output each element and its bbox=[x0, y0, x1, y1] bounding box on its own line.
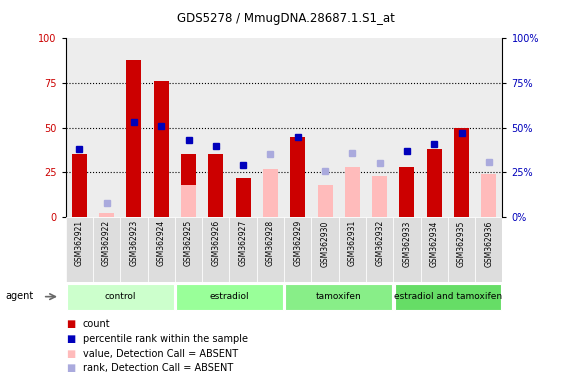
Text: ■: ■ bbox=[66, 363, 75, 373]
Bar bbox=[393, 38, 421, 217]
Bar bbox=[317, 185, 332, 217]
Text: value, Detection Call = ABSENT: value, Detection Call = ABSENT bbox=[83, 349, 238, 359]
FancyBboxPatch shape bbox=[120, 217, 147, 282]
Bar bbox=[120, 38, 147, 217]
Bar bbox=[72, 154, 87, 217]
Bar bbox=[154, 81, 168, 217]
FancyBboxPatch shape bbox=[93, 217, 120, 282]
Text: GSM362921: GSM362921 bbox=[75, 220, 84, 266]
FancyBboxPatch shape bbox=[448, 217, 475, 282]
Text: ■: ■ bbox=[66, 319, 75, 329]
Bar bbox=[99, 214, 114, 217]
FancyBboxPatch shape bbox=[176, 284, 283, 310]
Text: count: count bbox=[83, 319, 110, 329]
Text: estradiol: estradiol bbox=[210, 292, 250, 301]
Bar bbox=[311, 38, 339, 217]
Bar bbox=[208, 154, 223, 217]
Bar bbox=[345, 167, 360, 217]
Text: GSM362922: GSM362922 bbox=[102, 220, 111, 266]
Text: estradiol and tamoxifen: estradiol and tamoxifen bbox=[394, 292, 502, 301]
Bar bbox=[421, 38, 448, 217]
FancyBboxPatch shape bbox=[421, 217, 448, 282]
FancyBboxPatch shape bbox=[311, 217, 339, 282]
Text: GSM362935: GSM362935 bbox=[457, 220, 466, 266]
FancyBboxPatch shape bbox=[67, 284, 174, 310]
Text: GSM362924: GSM362924 bbox=[156, 220, 166, 266]
Text: ■: ■ bbox=[66, 334, 75, 344]
FancyBboxPatch shape bbox=[230, 217, 257, 282]
Text: tamoxifen: tamoxifen bbox=[316, 292, 361, 301]
Text: GSM362929: GSM362929 bbox=[293, 220, 302, 266]
Bar bbox=[372, 176, 387, 217]
Text: GSM362923: GSM362923 bbox=[130, 220, 138, 266]
FancyBboxPatch shape bbox=[395, 284, 501, 310]
Text: rank, Detection Call = ABSENT: rank, Detection Call = ABSENT bbox=[83, 363, 233, 373]
FancyBboxPatch shape bbox=[202, 217, 230, 282]
Text: GSM362925: GSM362925 bbox=[184, 220, 193, 266]
Text: GSM362932: GSM362932 bbox=[375, 220, 384, 266]
FancyBboxPatch shape bbox=[339, 217, 366, 282]
Bar bbox=[236, 178, 251, 217]
Bar bbox=[230, 38, 257, 217]
FancyBboxPatch shape bbox=[147, 217, 175, 282]
Bar bbox=[475, 38, 502, 217]
Text: GSM362936: GSM362936 bbox=[484, 220, 493, 266]
Text: control: control bbox=[104, 292, 136, 301]
FancyBboxPatch shape bbox=[286, 284, 392, 310]
Bar bbox=[481, 174, 496, 217]
Bar bbox=[339, 38, 366, 217]
Text: GSM362927: GSM362927 bbox=[239, 220, 248, 266]
Text: ■: ■ bbox=[66, 349, 75, 359]
FancyBboxPatch shape bbox=[175, 217, 202, 282]
Bar bbox=[126, 60, 142, 217]
Bar bbox=[284, 38, 311, 217]
Text: agent: agent bbox=[6, 291, 34, 301]
FancyBboxPatch shape bbox=[66, 217, 93, 282]
FancyBboxPatch shape bbox=[284, 217, 311, 282]
Bar bbox=[290, 137, 305, 217]
Text: GSM362928: GSM362928 bbox=[266, 220, 275, 266]
FancyBboxPatch shape bbox=[393, 217, 421, 282]
Bar bbox=[454, 127, 469, 217]
Text: GSM362930: GSM362930 bbox=[320, 220, 329, 266]
Bar bbox=[263, 169, 278, 217]
Text: GSM362931: GSM362931 bbox=[348, 220, 357, 266]
FancyBboxPatch shape bbox=[257, 217, 284, 282]
Bar bbox=[147, 38, 175, 217]
Bar bbox=[427, 149, 442, 217]
FancyBboxPatch shape bbox=[366, 217, 393, 282]
Bar bbox=[400, 167, 415, 217]
Bar bbox=[366, 38, 393, 217]
Bar bbox=[181, 154, 196, 217]
Bar bbox=[93, 38, 120, 217]
Text: GSM362926: GSM362926 bbox=[211, 220, 220, 266]
FancyBboxPatch shape bbox=[475, 217, 502, 282]
Text: GSM362933: GSM362933 bbox=[403, 220, 412, 266]
Bar bbox=[66, 38, 93, 217]
Bar bbox=[257, 38, 284, 217]
Text: GDS5278 / MmugDNA.28687.1.S1_at: GDS5278 / MmugDNA.28687.1.S1_at bbox=[176, 12, 395, 25]
Text: percentile rank within the sample: percentile rank within the sample bbox=[83, 334, 248, 344]
Text: GSM362934: GSM362934 bbox=[430, 220, 439, 266]
Bar bbox=[202, 38, 230, 217]
Bar bbox=[448, 38, 475, 217]
Bar bbox=[181, 185, 196, 217]
Bar bbox=[175, 38, 202, 217]
